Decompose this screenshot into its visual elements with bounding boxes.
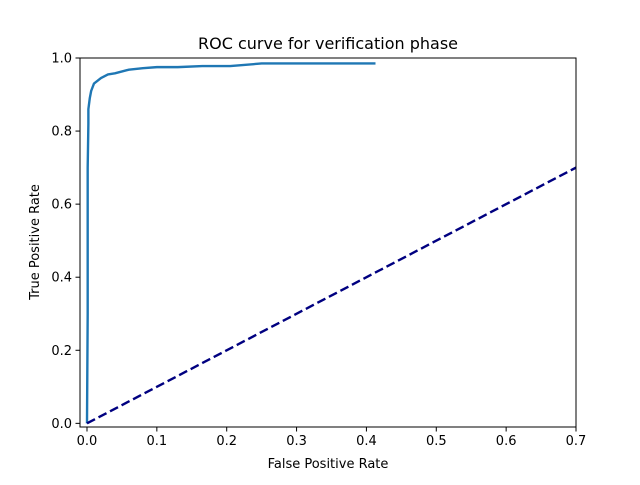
plot-area [85, 62, 576, 425]
y-tick-label: 0.8 [51, 125, 72, 140]
axes-frame [79, 57, 577, 428]
x-tick-label: 0.7 [566, 434, 587, 449]
chance-diagonal-line [86, 166, 576, 425]
y-axis-label: True Positive Rate [28, 184, 43, 301]
x-tick-label: 0.1 [147, 434, 168, 449]
chart-title: ROC curve for verification phase [198, 34, 458, 53]
axis-ticks: 0.0 0.1 0.2 0.3 0.4 0.5 0.6 0.7 0.0 0.2 0.4 0.6 0.8 1… [51, 52, 586, 450]
y-tick-label: 0.4 [51, 271, 72, 286]
y-tick-label: 0.6 [51, 198, 72, 213]
x-tick-label: 0.4 [356, 434, 377, 449]
x-axis-label: False Positive Rate [268, 457, 389, 472]
x-tick-label: 0.2 [216, 434, 237, 449]
y-tick-label: 1.0 [51, 52, 72, 67]
x-tick-label: 0.6 [496, 434, 517, 449]
roc-curve-line [85, 62, 376, 424]
y-tick-label: 0.2 [51, 344, 72, 359]
x-tick-label: 0.0 [77, 434, 98, 449]
y-tick-label: 0.0 [51, 417, 72, 432]
x-tick-label: 0.5 [426, 434, 447, 449]
x-tick-label: 0.3 [286, 434, 307, 449]
